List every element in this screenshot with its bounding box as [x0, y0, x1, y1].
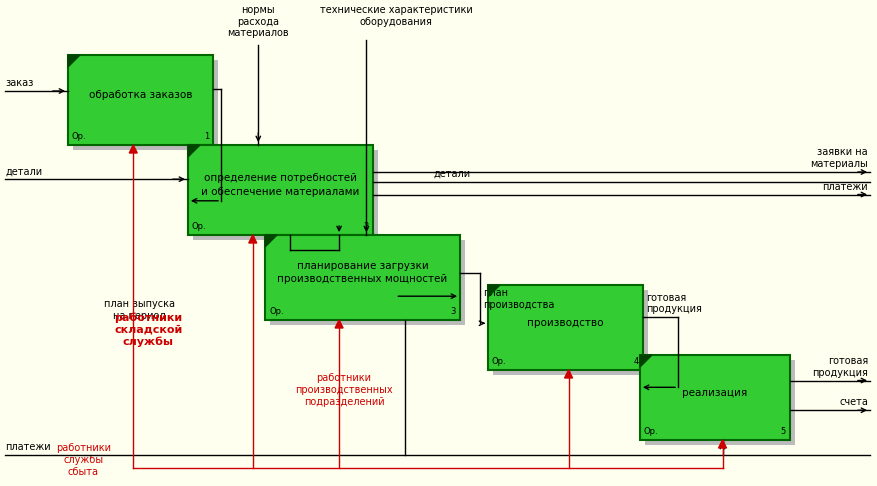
Text: готовая
продукция: готовая продукция [812, 356, 868, 378]
Text: готовая
продукция: готовая продукция [646, 293, 702, 314]
Bar [68, 55, 213, 145]
Bar [645, 360, 795, 445]
Text: работники
службы
сбыта: работники службы сбыта [56, 443, 111, 477]
Bar [265, 235, 460, 320]
Polygon shape [188, 145, 200, 157]
Bar [193, 150, 378, 240]
Text: работники
производственных
подразделений: работники производственных подразделений [296, 373, 393, 407]
Text: план выпуска
на период: план выпуска на период [104, 299, 175, 321]
Text: заказ: заказ [5, 78, 33, 88]
Text: 4: 4 [634, 357, 639, 366]
Text: детали: детали [433, 169, 470, 179]
Text: заявки на
материалы: заявки на материалы [810, 147, 868, 169]
Text: реализация: реализация [682, 387, 747, 398]
Polygon shape [565, 370, 573, 378]
Bar [493, 290, 648, 375]
Polygon shape [265, 235, 277, 247]
Text: нормы
расхода
материалов: нормы расхода материалов [227, 5, 289, 38]
Text: платежи: платежи [823, 181, 868, 191]
Text: детали: детали [5, 166, 42, 176]
Polygon shape [488, 285, 500, 297]
Text: планирование загрузки
производственных мощностей: планирование загрузки производственных м… [277, 261, 447, 284]
Text: 3: 3 [451, 307, 456, 316]
Text: Ор.: Ор. [269, 307, 283, 316]
Bar [188, 145, 373, 235]
Polygon shape [249, 235, 257, 243]
Text: план
производства: план производства [483, 288, 554, 310]
Polygon shape [718, 440, 726, 448]
Text: Ор.: Ор. [192, 222, 207, 231]
Text: платежи: платежи [5, 442, 51, 452]
Text: определение потребностей
и обеспечение материалами: определение потребностей и обеспечение м… [202, 174, 360, 197]
Text: производство: производство [527, 317, 603, 328]
Polygon shape [129, 145, 137, 153]
Polygon shape [335, 320, 343, 328]
Text: работники
складской
службы: работники складской службы [114, 313, 182, 347]
Bar [488, 285, 643, 370]
Text: технические характеристики
оборудования: технические характеристики оборудования [320, 5, 473, 27]
Polygon shape [640, 355, 652, 367]
Text: Ор.: Ор. [492, 357, 507, 366]
Text: счета: счета [839, 397, 868, 407]
Text: 2: 2 [364, 222, 369, 231]
Bar [270, 240, 465, 325]
Polygon shape [68, 55, 80, 67]
Bar [640, 355, 790, 440]
Text: Ор.: Ор. [644, 427, 659, 436]
Text: обработка заказов: обработка заказов [89, 90, 192, 100]
Bar [73, 60, 218, 150]
Text: 5: 5 [781, 427, 786, 436]
Text: Ор.: Ор. [72, 132, 87, 141]
Text: 1: 1 [203, 132, 209, 141]
